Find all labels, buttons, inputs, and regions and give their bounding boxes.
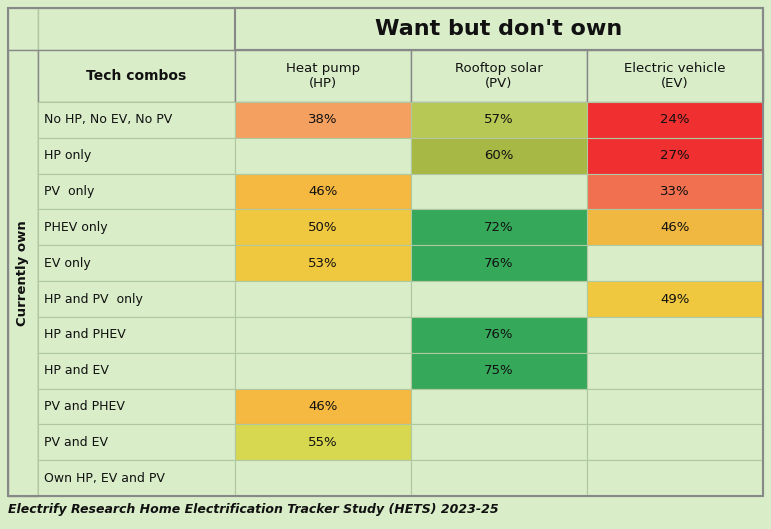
Bar	[411, 102, 587, 138]
Bar	[587, 317, 763, 353]
Bar	[411, 460, 587, 496]
Bar	[38, 424, 235, 460]
Bar	[411, 245, 587, 281]
Bar	[38, 102, 235, 138]
Bar	[411, 388, 587, 424]
Text: Tech combos: Tech combos	[86, 69, 187, 83]
Bar	[235, 388, 411, 424]
Bar	[411, 174, 587, 209]
Text: Electrify Research Home Electrification Tracker Study (HETS) 2023-25: Electrify Research Home Electrification …	[8, 504, 499, 516]
Bar	[235, 460, 411, 496]
Bar	[411, 317, 587, 353]
Bar	[235, 138, 411, 174]
Bar	[411, 424, 587, 460]
Text: 38%: 38%	[308, 113, 338, 126]
Text: 57%: 57%	[484, 113, 513, 126]
Bar	[235, 50, 411, 102]
Bar	[587, 174, 763, 209]
Text: 46%: 46%	[660, 221, 690, 234]
Bar	[235, 353, 411, 388]
Bar	[38, 353, 235, 388]
Text: 46%: 46%	[308, 400, 338, 413]
Bar	[235, 102, 411, 138]
Text: No HP, No EV, No PV: No HP, No EV, No PV	[44, 113, 172, 126]
Bar	[235, 424, 411, 460]
Text: 60%: 60%	[484, 149, 513, 162]
Text: 24%: 24%	[660, 113, 690, 126]
Bar	[411, 281, 587, 317]
Text: 76%: 76%	[484, 257, 513, 270]
Bar	[587, 281, 763, 317]
Bar	[38, 317, 235, 353]
Bar	[587, 424, 763, 460]
Text: EV only: EV only	[44, 257, 91, 270]
Bar	[587, 460, 763, 496]
Text: 50%: 50%	[308, 221, 338, 234]
Text: Want but don't own: Want but don't own	[375, 19, 623, 39]
Bar	[38, 209, 235, 245]
Bar	[587, 388, 763, 424]
Text: Currently own: Currently own	[16, 220, 29, 326]
Bar	[587, 102, 763, 138]
Text: HP and PV  only: HP and PV only	[44, 293, 143, 306]
Text: PV and EV: PV and EV	[44, 436, 108, 449]
Text: HP and PHEV: HP and PHEV	[44, 329, 126, 341]
Bar	[38, 281, 235, 317]
Bar	[411, 209, 587, 245]
Bar	[587, 138, 763, 174]
Bar	[411, 353, 587, 388]
Bar	[587, 353, 763, 388]
Bar	[587, 50, 763, 102]
Text: HP only: HP only	[44, 149, 91, 162]
Bar	[38, 138, 235, 174]
Text: Heat pump
(HP): Heat pump (HP)	[286, 62, 360, 90]
Bar	[38, 8, 235, 50]
Bar	[38, 388, 235, 424]
Bar	[38, 50, 235, 102]
Bar	[235, 245, 411, 281]
Text: Electric vehicle
(EV): Electric vehicle (EV)	[625, 62, 726, 90]
Text: 49%: 49%	[660, 293, 690, 306]
Bar	[411, 138, 587, 174]
Bar	[235, 8, 763, 50]
Bar	[587, 209, 763, 245]
Text: HP and EV: HP and EV	[44, 364, 109, 377]
Bar	[8, 50, 38, 496]
Text: Rooftop solar
(PV): Rooftop solar (PV)	[455, 62, 543, 90]
Bar	[235, 281, 411, 317]
Text: 33%: 33%	[660, 185, 690, 198]
Bar	[235, 209, 411, 245]
Text: 27%: 27%	[660, 149, 690, 162]
Text: 55%: 55%	[308, 436, 338, 449]
Text: 76%: 76%	[484, 329, 513, 341]
Bar	[38, 245, 235, 281]
Bar	[587, 245, 763, 281]
Text: Own HP, EV and PV: Own HP, EV and PV	[44, 471, 165, 485]
Text: 53%: 53%	[308, 257, 338, 270]
Bar	[235, 174, 411, 209]
Bar	[411, 50, 587, 102]
Text: PV and PHEV: PV and PHEV	[44, 400, 125, 413]
Text: 75%: 75%	[484, 364, 513, 377]
Text: 46%: 46%	[308, 185, 338, 198]
Text: 72%: 72%	[484, 221, 513, 234]
Bar	[38, 174, 235, 209]
Text: PV  only: PV only	[44, 185, 94, 198]
Text: PHEV only: PHEV only	[44, 221, 108, 234]
Bar	[235, 317, 411, 353]
Bar	[38, 460, 235, 496]
Bar	[8, 8, 38, 50]
